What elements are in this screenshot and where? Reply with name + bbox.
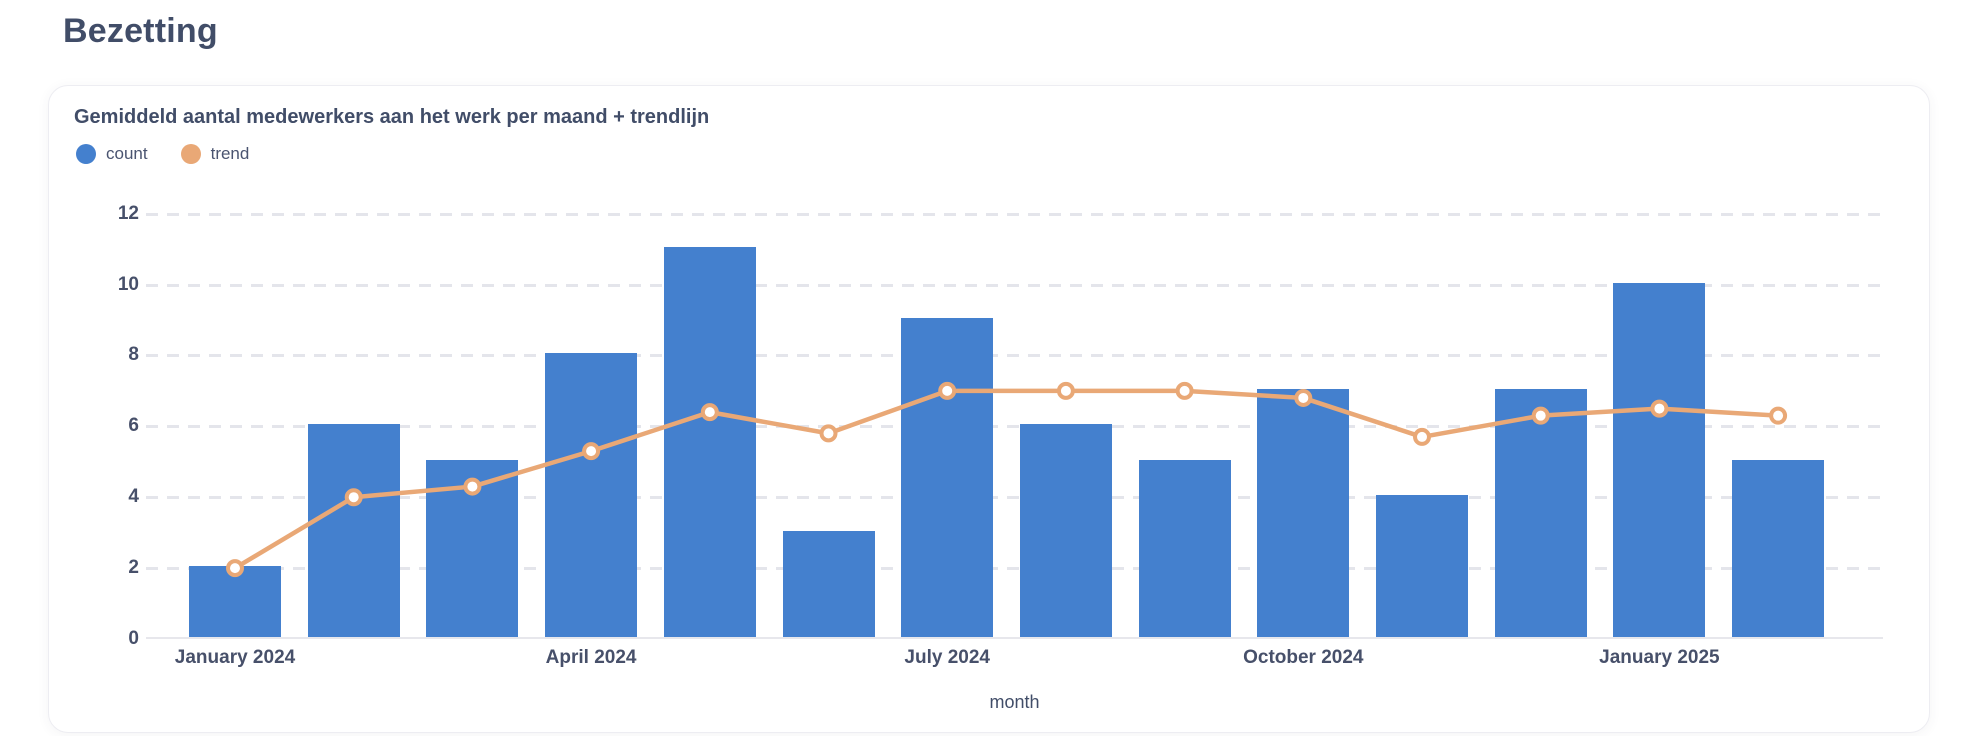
- x-tick-label-july-2024: July 2024: [904, 647, 990, 668]
- y-tick-label: 10: [117, 273, 139, 295]
- y-tick-label: 6: [128, 415, 139, 437]
- trend-point-october-2024[interactable]: [1294, 388, 1313, 407]
- y-tick-label: 2: [128, 557, 139, 579]
- y-tick-label: 12: [117, 202, 139, 224]
- x-axis: January 2024 April 2024 July 2024 October 2…: [146, 647, 1883, 675]
- bar-june-2024[interactable]: [782, 530, 875, 637]
- y-tick-label: 4: [128, 486, 139, 508]
- chart-card: Gemiddeld aantal medewerkers aan het wer…: [48, 85, 1930, 733]
- x-axis-title: month: [989, 692, 1040, 712]
- trend-point-february-2024[interactable]: [344, 488, 363, 507]
- gridline: [146, 496, 1883, 500]
- legend-item-count[interactable]: count: [76, 144, 148, 164]
- bar-may-2024[interactable]: [663, 247, 756, 637]
- bar-november-2024[interactable]: [1376, 495, 1468, 637]
- trend-point-july-2024[interactable]: [938, 381, 957, 400]
- x-tick-label-april-2024: April 2024: [545, 647, 637, 668]
- trend-legend-dot-icon: [180, 144, 201, 164]
- bar-january-2025[interactable]: [1613, 282, 1706, 637]
- bar-july-2024[interactable]: [901, 317, 994, 637]
- bar-january-2024[interactable]: [189, 566, 281, 637]
- trend-point-april-2024[interactable]: [582, 442, 601, 461]
- x-tick-label-january-2024: January 2024: [174, 647, 296, 668]
- bar-september-2024[interactable]: [1138, 459, 1231, 637]
- bar-april-2024[interactable]: [545, 353, 638, 637]
- page-title: Bezetting: [63, 12, 218, 50]
- trend-point-december-2024[interactable]: [1531, 406, 1550, 425]
- trend-point-march-2024[interactable]: [463, 477, 482, 496]
- trend-line-layer: [226, 381, 1788, 578]
- chart-legend: count trend: [76, 144, 249, 164]
- bar-february-2024[interactable]: [307, 424, 400, 637]
- y-tick-label: 8: [128, 344, 139, 366]
- count-legend-dot-icon: [76, 144, 96, 164]
- gridline: [146, 354, 1883, 358]
- trend-point-november-2024[interactable]: [1413, 427, 1431, 446]
- y-axis: 0 2 4 6 8 10 12: [49, 191, 139, 649]
- gridline: [146, 283, 1883, 287]
- plot-area: [146, 191, 1883, 639]
- legend-label: trend: [210, 144, 250, 163]
- legend-label: count: [106, 144, 148, 163]
- trend-point-september-2024[interactable]: [1175, 381, 1194, 400]
- gridline: [146, 425, 1883, 429]
- trend-line: [232, 388, 1781, 571]
- x-tick-label-january-2025: January 2025: [1599, 647, 1720, 668]
- legend-item-trend[interactable]: trend: [180, 144, 250, 164]
- gridline: [146, 567, 1883, 571]
- bar-october-2024[interactable]: [1257, 388, 1350, 637]
- trend-point-january-2025[interactable]: [1650, 399, 1669, 418]
- bar-february-2025[interactable]: [1732, 459, 1825, 637]
- trend-point-august-2024[interactable]: [1056, 381, 1075, 400]
- chart-subtitle: Gemiddeld aantal medewerkers aan het wer…: [74, 106, 710, 128]
- x-tick-label-october-2024: October 2024: [1243, 647, 1364, 668]
- bar-august-2024[interactable]: [1019, 424, 1112, 637]
- trend-point-may-2024[interactable]: [700, 403, 719, 422]
- trend-point-february-2025[interactable]: [1769, 406, 1788, 425]
- y-tick-label: 0: [128, 628, 139, 649]
- trend-point-june-2024[interactable]: [819, 424, 838, 443]
- gridline: [146, 212, 1883, 216]
- trend-point-january-2024[interactable]: [226, 559, 244, 578]
- bar-december-2024[interactable]: [1494, 388, 1587, 637]
